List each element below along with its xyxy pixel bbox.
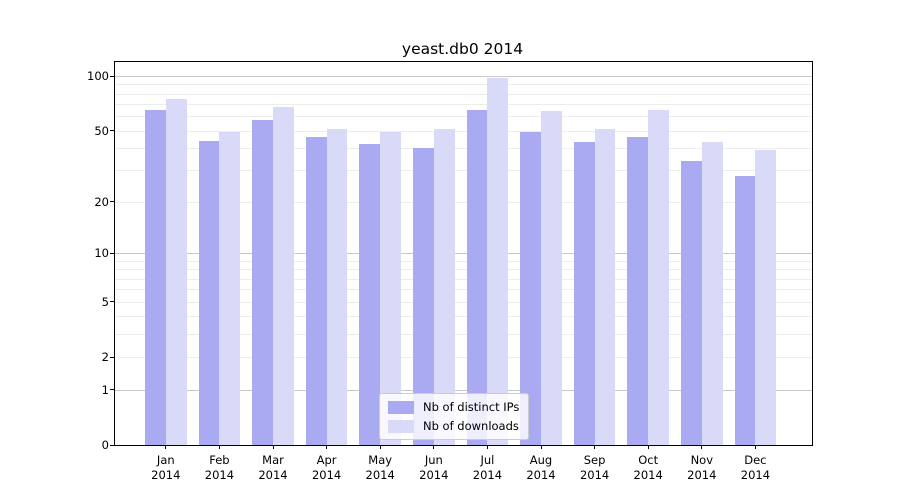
y-tick-label-50: 50 (94, 123, 109, 138)
y-tick-label-0: 0 (101, 438, 109, 452)
y-tick-label-10: 10 (94, 246, 109, 261)
x-tick-label-may: May 2014 (365, 453, 395, 482)
x-tick-label-oct: Oct 2014 (633, 453, 663, 482)
x-tick-label-nov: Nov 2014 (687, 453, 717, 482)
x-tick-feb (218, 445, 221, 449)
y-tick-label-100: 100 (87, 69, 109, 83)
y-tick-100 (110, 75, 114, 77)
x-tick-label-aug: Aug 2014 (526, 453, 556, 482)
y-tick-label-2: 2 (101, 350, 109, 365)
gridline-minor-30 (115, 170, 812, 172)
x-tick-oct (647, 445, 649, 449)
y-tick-label-1: 1 (101, 382, 109, 397)
gridline-minor-3 (115, 334, 812, 336)
gridline-minor-8 (115, 269, 812, 271)
gridline-minor-7 (115, 278, 812, 280)
y-tick-5 (110, 301, 114, 303)
bar-distinct-ips-dec (734, 175, 756, 445)
plot-area: Nb of distinct IPs Nb of downloads 100 50… (87, 61, 813, 482)
x-tick-dec (754, 445, 757, 449)
x-tick-label-dec: Dec 2014 (740, 453, 771, 482)
x-tick-label-apr: Apr 2014 (311, 453, 342, 482)
bar-downloads-jul (487, 78, 509, 445)
y-tick-0 (110, 444, 114, 446)
bar-downloads-sep (594, 129, 616, 445)
x-tick-label-sep: Sep 2014 (579, 453, 610, 482)
gridline-major-1 (115, 389, 812, 391)
x-tick-label-feb: Feb 2014 (204, 453, 235, 482)
legend-swatch-downloads (388, 419, 414, 433)
x-tick-jun (433, 445, 435, 449)
x-tick-label-jun: Jun 2014 (419, 453, 449, 482)
bar-distinct-ips-sep (573, 142, 595, 445)
bar-downloads-jan (165, 98, 187, 445)
bar-downloads-dec (755, 150, 777, 445)
bar-distinct-ips-mar (252, 120, 273, 445)
legend-swatch-distinct-ips (388, 400, 414, 414)
x-tick-sep (594, 445, 596, 449)
x-tick-aug (540, 445, 542, 449)
gridline-minor-60 (115, 116, 812, 118)
bar-downloads-may (380, 132, 401, 445)
bar-distinct-ips-may (359, 144, 381, 445)
gridline-minor-40 (115, 148, 812, 150)
gridline-minor-90 (115, 84, 812, 86)
bar-downloads-jun (433, 129, 455, 445)
x-tick-apr (326, 445, 328, 449)
x-tick-jul (486, 445, 489, 449)
bar-downloads-feb (219, 132, 241, 445)
gridline-major-10 (115, 253, 812, 255)
gridline-minor-5 (115, 301, 812, 303)
x-tick-label-mar: Mar 2014 (258, 453, 288, 482)
bar-distinct-ips-feb (198, 140, 220, 445)
bar-distinct-ips-apr (305, 137, 327, 445)
legend-entry-distinct-ips: Nb of distinct IPs (388, 400, 519, 414)
legend: Nb of distinct IPs Nb of downloads (379, 393, 530, 440)
bar-downloads-aug (541, 111, 562, 445)
gridline-minor-20 (115, 201, 812, 203)
bar-distinct-ips-jan (145, 110, 166, 445)
gridline-minor-6 (115, 289, 812, 291)
legend-label-distinct-ips: Nb of distinct IPs (423, 400, 520, 414)
chart-title: yeast.db0 2014 (401, 40, 524, 58)
gridline-minor-4 (115, 316, 812, 318)
y-tick-20 (110, 201, 114, 203)
x-tick-may (379, 445, 381, 449)
gridline-minor-70 (115, 104, 812, 106)
bar-downloads-oct (648, 110, 669, 445)
y-tick-50 (110, 130, 114, 132)
gridline-minor-80 (115, 93, 812, 95)
bar-distinct-ips-oct (627, 137, 649, 445)
bar-downloads-apr (326, 129, 348, 445)
x-tick-mar (272, 445, 274, 449)
y-tick-label-20: 20 (94, 194, 109, 209)
bar-distinct-ips-jul (466, 110, 488, 445)
gridline-minor-9 (115, 260, 812, 262)
legend-label-downloads: Nb of downloads (423, 419, 519, 433)
gridline-minor-50 (115, 130, 812, 132)
gridline-minor-2 (115, 357, 812, 359)
legend-entry-downloads: Nb of downloads (388, 419, 519, 433)
y-tick-label-5: 5 (101, 294, 109, 309)
y-tick-2 (110, 356, 114, 358)
x-tick-nov (701, 445, 703, 449)
bar-distinct-ips-nov (681, 160, 702, 445)
gridline-major-100 (115, 76, 812, 77)
x-tick-jan (165, 445, 167, 449)
y-tick-1 (110, 389, 114, 391)
bar-distinct-ips-aug (520, 132, 541, 445)
y-tick-10 (110, 252, 114, 254)
x-tick-label-jul: Jul 2014 (472, 453, 503, 482)
bar-downloads-mar (273, 106, 294, 445)
bar-downloads-nov (701, 142, 723, 445)
x-tick-label-jan: Jan 2014 (151, 453, 181, 482)
bar-distinct-ips-jun (413, 148, 434, 445)
